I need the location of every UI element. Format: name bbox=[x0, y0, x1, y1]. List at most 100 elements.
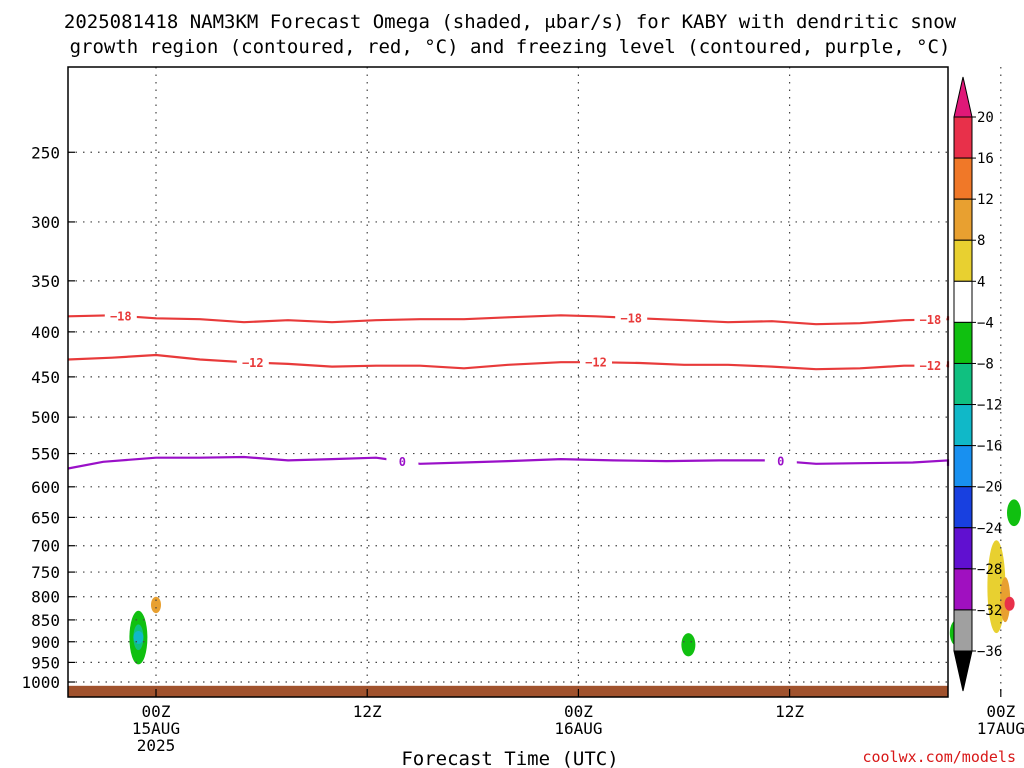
colorbar-label: −20 bbox=[977, 480, 1002, 496]
y-tick-label: 400 bbox=[31, 323, 60, 342]
x-tick-label: 15AUG bbox=[132, 719, 180, 738]
omega-blob bbox=[413, 643, 427, 653]
omega-shading bbox=[96, 76, 1021, 669]
chart-title-line-1: 2025081418 NAM3KM Forecast Omega (shaded… bbox=[64, 11, 957, 33]
omega-blob bbox=[199, 528, 218, 597]
omega-blob bbox=[615, 628, 630, 669]
omega-blob bbox=[1007, 499, 1021, 527]
colorbar-label: −4 bbox=[977, 315, 994, 331]
x-tick-label: 2025 bbox=[137, 736, 176, 755]
contour-label-bg bbox=[764, 454, 797, 469]
y-tick-label: 450 bbox=[31, 368, 60, 387]
y-tick-label: 1000 bbox=[21, 673, 60, 692]
y-tick-label: 600 bbox=[31, 478, 60, 497]
y-tick-label: 350 bbox=[31, 272, 60, 291]
colorbar-label: −24 bbox=[977, 521, 1002, 537]
y-tick-label: 800 bbox=[31, 588, 60, 607]
y-tick-label: 550 bbox=[31, 445, 60, 464]
x-tick-label: 16AUG bbox=[554, 719, 602, 738]
omega-blob bbox=[133, 630, 144, 644]
colorbar-swatch bbox=[953, 568, 973, 611]
colorbar-label: 16 bbox=[977, 151, 994, 167]
colorbar-swatch bbox=[953, 527, 973, 570]
contour-label: −18 bbox=[920, 313, 942, 327]
omega-blob bbox=[681, 633, 696, 657]
omega-blob bbox=[650, 645, 665, 661]
contour-label: 0 bbox=[777, 455, 784, 469]
omega-blob bbox=[151, 596, 161, 614]
plot-frame bbox=[67, 66, 949, 698]
omega-blob bbox=[1000, 577, 1011, 623]
colorbar-swatch bbox=[953, 157, 973, 200]
colorbar-label: −28 bbox=[977, 562, 1002, 578]
colorbar-label: −16 bbox=[977, 439, 1002, 455]
omega-blob bbox=[895, 599, 913, 667]
colorbar-swatch bbox=[953, 116, 973, 159]
y-tick-label: 500 bbox=[31, 408, 60, 427]
y-tick-label: 900 bbox=[31, 633, 60, 652]
temperature-contours: −18 −18 −18 −12 −12 −12 0 0 bbox=[67, 308, 950, 470]
colorbar-swatch bbox=[953, 404, 973, 447]
omega-blob bbox=[206, 103, 221, 179]
contour-label: −12 bbox=[920, 359, 942, 373]
colorbar-label: 4 bbox=[977, 274, 985, 290]
colorbar-swatch bbox=[953, 239, 973, 282]
grid-lines bbox=[68, 67, 1002, 697]
colorbar-swatch bbox=[953, 280, 973, 323]
ground-surface bbox=[68, 685, 948, 697]
contour-label-bg bbox=[580, 355, 612, 370]
y-tick-label: 750 bbox=[31, 563, 60, 582]
chart-title-line-2: growth region (contoured, red, °C) and f… bbox=[70, 36, 951, 58]
y-tick-label: 700 bbox=[31, 537, 60, 556]
omega-blob bbox=[201, 624, 216, 667]
contour-label: −18 bbox=[620, 311, 642, 325]
colorbar-swatch bbox=[953, 362, 973, 406]
x-tick-label: 17AUG bbox=[977, 719, 1024, 738]
contour-line bbox=[67, 455, 950, 470]
y-tick-label: 650 bbox=[31, 508, 60, 527]
omega-blob bbox=[699, 610, 713, 620]
contour-label: −12 bbox=[242, 356, 264, 370]
contour-label: 0 bbox=[399, 455, 406, 469]
contour-label-bg bbox=[104, 308, 137, 323]
y-tick-label: 250 bbox=[31, 143, 60, 162]
colorbar-legend: 20 16 12 8 4 −4 −8 −12 −16 −20 −24 −28 −32 −36 bbox=[953, 76, 1002, 692]
colorbar-label: 12 bbox=[977, 192, 994, 208]
y-tick-label: 300 bbox=[31, 213, 60, 232]
contour-label-bg bbox=[386, 454, 419, 469]
contour-line bbox=[67, 314, 950, 326]
colorbar-bottom-arrow bbox=[953, 650, 973, 692]
contour-label: −18 bbox=[110, 309, 132, 323]
omega-blob bbox=[791, 601, 806, 644]
colorbar-swatch bbox=[953, 609, 973, 652]
x-tick-label: 00Z bbox=[986, 702, 1015, 721]
omega-blob bbox=[1004, 596, 1015, 611]
colorbar-label: 8 bbox=[977, 233, 985, 249]
colorbar-label: −36 bbox=[977, 644, 1002, 660]
omega-blob bbox=[96, 486, 111, 543]
colorbar-label: −8 bbox=[977, 356, 994, 372]
colorbar-label: −12 bbox=[977, 398, 1002, 414]
x-tick-label: 12Z bbox=[353, 702, 382, 721]
x-tick-label: 00Z bbox=[564, 702, 593, 721]
contour-label-bg bbox=[914, 312, 947, 327]
x-axis-label: Forecast Time (UTC) bbox=[401, 748, 618, 768]
colorbar-label: 20 bbox=[977, 110, 994, 126]
pressure-axis: 250 300 350 400 450 500 550 600 650 700 750 800 850 9… bbox=[21, 143, 75, 692]
colorbar-swatch bbox=[953, 486, 973, 529]
contour-line bbox=[67, 353, 950, 371]
credit-link[interactable]: coolwx.com/models bbox=[862, 748, 1016, 766]
colorbar-swatch bbox=[953, 445, 973, 488]
y-tick-label: 850 bbox=[31, 611, 60, 630]
contour-label-bg bbox=[914, 358, 947, 373]
colorbar-swatch bbox=[953, 321, 973, 364]
contour-label-bg bbox=[236, 355, 269, 370]
contour-label: −12 bbox=[585, 356, 607, 370]
contour-label-bg bbox=[615, 310, 648, 325]
colorbar-swatch bbox=[953, 198, 973, 241]
colorbar-label: −32 bbox=[977, 603, 1002, 619]
y-tick-label: 950 bbox=[31, 653, 60, 672]
x-tick-label: 00Z bbox=[142, 702, 171, 721]
